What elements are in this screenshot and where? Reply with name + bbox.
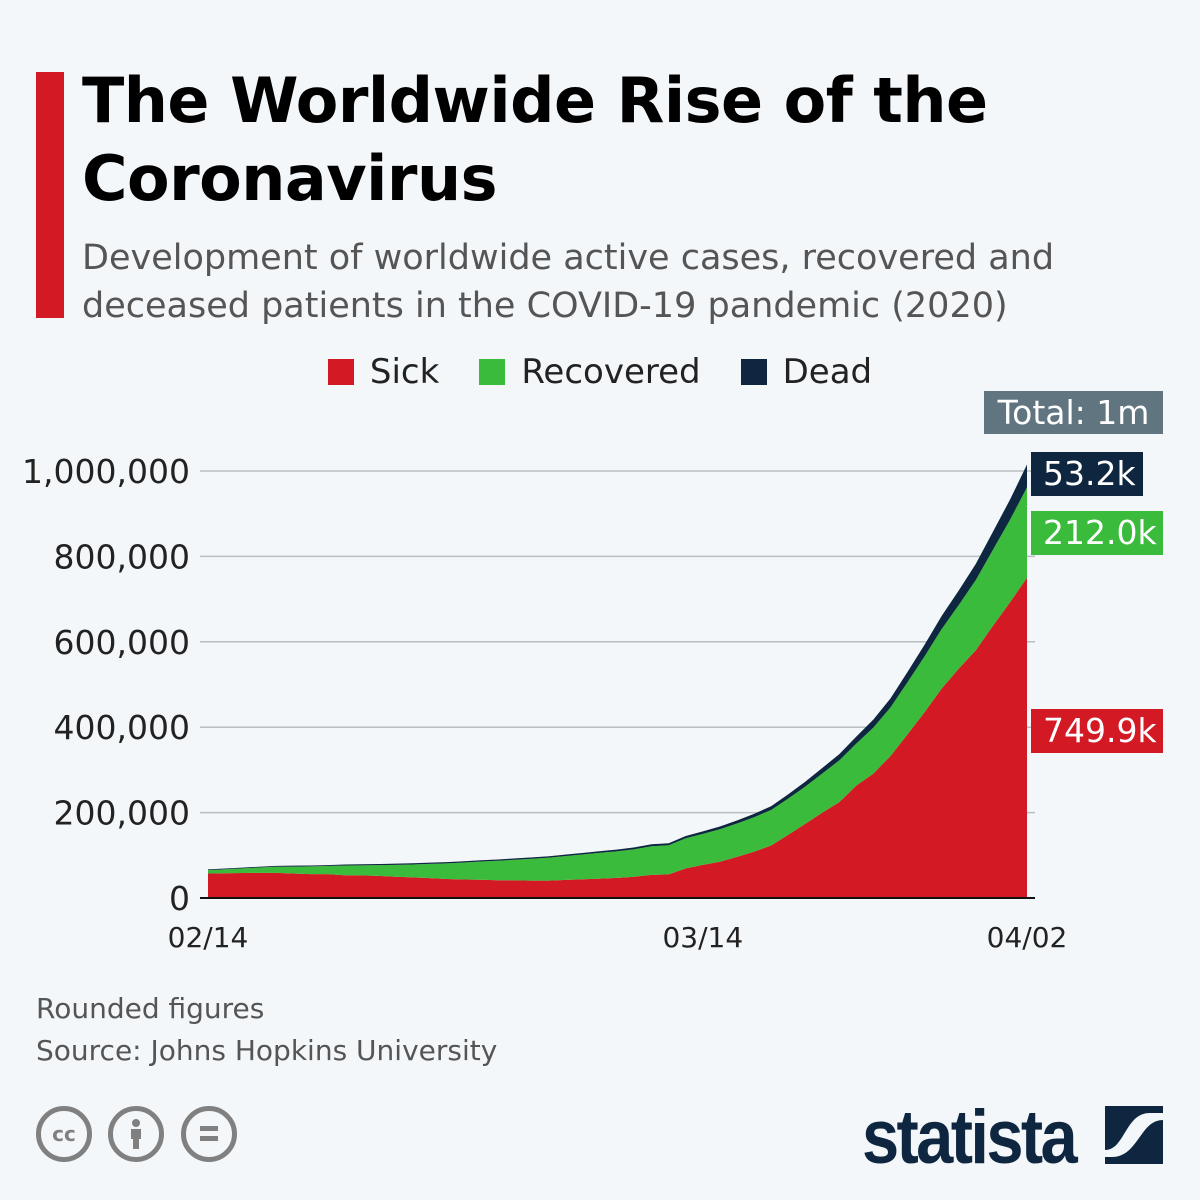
legend-item-recovered: Recovered — [479, 352, 701, 392]
cc-icon[interactable]: cc — [36, 1106, 92, 1162]
legend-item-sick: Sick — [327, 352, 440, 392]
chart-subtitle: Development of worldwide active cases, r… — [82, 238, 1055, 326]
y-tick-label: 200,000 — [54, 794, 190, 833]
y-tick-label: 800,000 — [54, 537, 190, 576]
sick-value-label: 749.9k — [1031, 709, 1163, 753]
footnote: Rounded figures — [36, 992, 265, 1025]
source: Source: Johns Hopkins University — [36, 1034, 498, 1067]
accent-bar — [36, 72, 64, 318]
legend-item-dead: Dead — [740, 352, 873, 392]
legend-label: Dead — [782, 352, 873, 392]
y-tick-label: 400,000 — [54, 708, 190, 747]
recovered-value-label: 212.0k — [1031, 511, 1163, 555]
by-icon[interactable] — [108, 1106, 164, 1162]
chart-title: The Worldwide Rise of the Coronavirus — [82, 64, 988, 215]
area-sick — [208, 577, 1027, 898]
area-recovered — [208, 487, 1027, 881]
x-tick-label: 02/14 — [168, 921, 249, 954]
legend: Sick Recovered Dead — [0, 352, 1200, 392]
y-tick-label: 600,000 — [54, 623, 190, 662]
legend-swatch-sick — [327, 359, 354, 385]
legend-label: Recovered — [521, 352, 701, 392]
y-tick-label: 0 — [169, 879, 190, 918]
statista-logo[interactable]: statista — [862, 1095, 1078, 1180]
y-tick-label: 1,000,000 — [22, 452, 190, 491]
nd-icon[interactable] — [181, 1106, 237, 1162]
x-tick-label: 04/02 — [987, 921, 1068, 954]
legend-swatch-recovered — [479, 359, 506, 385]
legend-swatch-dead — [740, 359, 767, 385]
dead-value-label: 53.2k — [1031, 452, 1143, 496]
logo-text: statista — [862, 1095, 1078, 1180]
legend-label: Sick — [369, 352, 440, 392]
x-tick-label: 03/14 — [662, 921, 743, 954]
area-dead — [208, 464, 1027, 871]
total-label: Total: 1m — [984, 391, 1163, 434]
